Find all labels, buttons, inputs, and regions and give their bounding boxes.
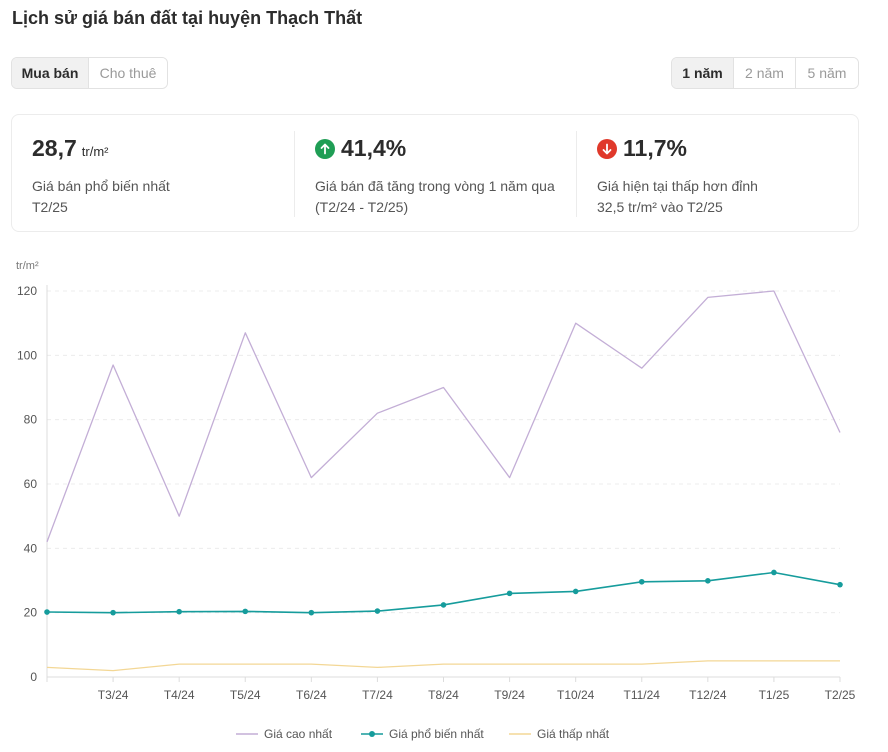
y-tick-label: 0 bbox=[30, 670, 37, 684]
data-point bbox=[308, 609, 315, 616]
y-tick-label: 20 bbox=[24, 606, 38, 620]
data-point bbox=[242, 608, 249, 615]
common-price-value: 28,7 bbox=[32, 135, 77, 161]
data-point bbox=[572, 588, 579, 595]
stats-divider bbox=[294, 131, 295, 217]
y-tick-label: 40 bbox=[24, 541, 38, 555]
arrow-up-icon bbox=[315, 138, 335, 159]
data-point bbox=[176, 608, 182, 615]
y-tick-label: 100 bbox=[17, 348, 37, 362]
common-price-label: Giá bán phổ biến nhất bbox=[32, 178, 170, 194]
transaction-type-toggle: Mua bán Cho thuê bbox=[11, 57, 168, 89]
x-tick-label: T12/24 bbox=[689, 688, 727, 702]
stats-card: 28,7 tr/m² Giá bán phổ biến nhất T2/25 4… bbox=[11, 114, 859, 232]
y-tick-label: 120 bbox=[17, 284, 37, 298]
data-point bbox=[374, 608, 381, 614]
below-peak-detail: 32,5 tr/m² vào T2/25 bbox=[597, 199, 723, 215]
data-point bbox=[705, 578, 711, 584]
x-tick-label: T10/24 bbox=[557, 688, 595, 702]
data-point bbox=[44, 609, 50, 615]
legend-label: Giá thấp nhất bbox=[537, 727, 610, 741]
legend-label: Giá phổ biến nhất bbox=[389, 727, 484, 741]
series-line-2 bbox=[46, 660, 840, 672]
x-tick-label: T3/24 bbox=[98, 688, 129, 702]
x-tick-label: T8/24 bbox=[428, 688, 459, 702]
x-tick-label: T2/25 bbox=[825, 688, 856, 702]
y-tick-label: 60 bbox=[24, 477, 38, 491]
tab-5-years[interactable]: 5 năm bbox=[796, 58, 858, 88]
legend-label: Giá cao nhất bbox=[264, 727, 333, 741]
y-axis-unit-label: tr/m² bbox=[16, 260, 39, 272]
data-point bbox=[638, 578, 645, 585]
common-price-period: T2/25 bbox=[32, 199, 68, 215]
x-tick-label: T11/24 bbox=[624, 688, 661, 702]
y-tick-label: 80 bbox=[24, 413, 38, 427]
common-price-unit: tr/m² bbox=[81, 144, 109, 159]
below-peak-label: Giá hiện tại thấp hơn đỉnh bbox=[597, 178, 758, 194]
x-tick-label: T6/24 bbox=[296, 688, 327, 702]
data-point bbox=[440, 602, 447, 608]
data-point bbox=[506, 590, 513, 597]
x-tick-label: T1/25 bbox=[759, 688, 790, 702]
data-point bbox=[110, 609, 116, 616]
increase-period: (T2/24 - T2/25) bbox=[315, 199, 409, 215]
x-tick-label: T5/24 bbox=[230, 688, 261, 702]
x-tick-label: T4/24 bbox=[164, 688, 195, 702]
arrow-down-icon bbox=[597, 138, 617, 159]
tab-mua-ban[interactable]: Mua bán bbox=[12, 58, 89, 88]
tab-1-year[interactable]: 1 năm bbox=[672, 58, 734, 88]
x-tick-label: T9/24 bbox=[494, 688, 525, 702]
data-point bbox=[837, 581, 843, 588]
tab-2-years[interactable]: 2 năm bbox=[734, 58, 796, 88]
increase-label: Giá bán đã tăng trong vòng 1 năm qua bbox=[315, 178, 555, 194]
tab-cho-thue[interactable]: Cho thuê bbox=[89, 58, 167, 88]
series-line-0 bbox=[46, 290, 841, 543]
below-peak-value: 11,7% bbox=[623, 135, 687, 161]
legend-marker bbox=[369, 731, 375, 737]
increase-value: 41,4% bbox=[341, 135, 407, 161]
x-tick-label: T7/24 bbox=[362, 688, 393, 702]
data-point bbox=[771, 569, 777, 576]
stats-divider bbox=[576, 131, 577, 217]
page-title: Lịch sử giá bán đất tại huyện Thạch Thất bbox=[12, 8, 363, 28]
time-range-toggle: 1 năm 2 năm 5 năm bbox=[671, 57, 859, 89]
